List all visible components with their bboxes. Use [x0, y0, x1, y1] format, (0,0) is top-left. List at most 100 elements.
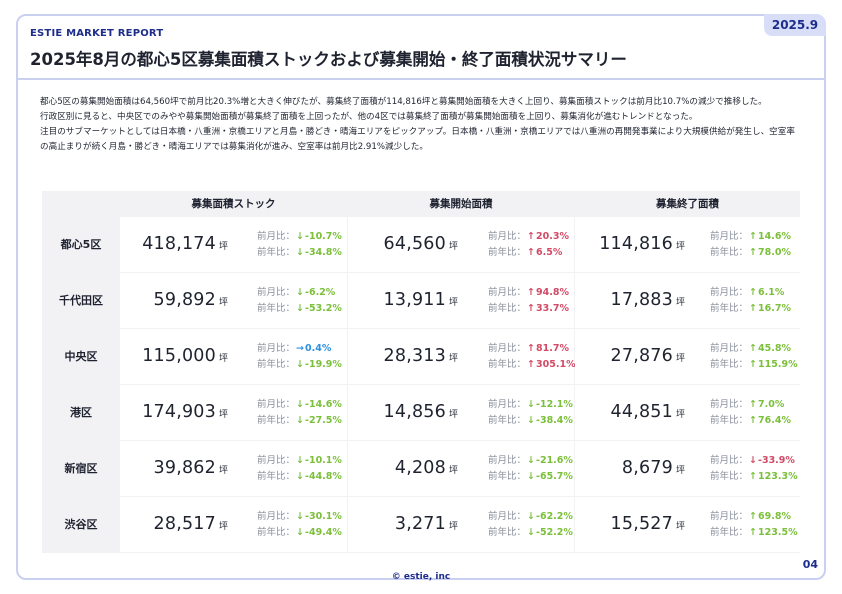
- mom-label: 前月比：: [710, 399, 749, 410]
- arrow-down-icon: ↓: [527, 511, 535, 522]
- table-cell: 17,883 坪前月比：↑6.1% 前年比：↑16.7%: [575, 273, 800, 328]
- arrow-up-icon: ↑: [749, 287, 757, 298]
- mom-percent: -21.6%: [536, 455, 573, 466]
- yoy-percent: 115.9%: [758, 359, 798, 370]
- arrow-down-icon: ↓: [527, 399, 535, 410]
- mom-percent: -62.2%: [536, 511, 573, 522]
- yoy-label: 前年比：: [488, 359, 527, 370]
- change-block: 前月比：↑69.8% 前年比：↑123.5%: [710, 509, 798, 541]
- yoy-label: 前年比：: [257, 471, 296, 482]
- change-block: 前月比：↓-14.6% 前年比：↓-27.5%: [257, 397, 342, 429]
- arrow-right-icon: →: [296, 343, 304, 354]
- yoy-change: 前年比：↓-27.5%: [257, 413, 342, 429]
- mom-change: 前月比：↑6.1%: [710, 285, 791, 301]
- yoy-label: 前年比：: [257, 359, 296, 370]
- yoy-change: 前年比：↑16.7%: [710, 301, 791, 317]
- footer-copyright: © estie, inc: [391, 572, 451, 582]
- arrow-up-icon: ↑: [749, 471, 757, 482]
- arrow-up-icon: ↑: [527, 247, 535, 258]
- arrow-up-icon: ↑: [749, 359, 757, 370]
- area-value: 114,816 坪: [599, 234, 685, 254]
- area-unit: 坪: [675, 354, 685, 364]
- arrow-down-icon: ↓: [527, 455, 535, 466]
- area-number: 114,816: [599, 234, 673, 254]
- arrow-up-icon: ↑: [527, 287, 535, 298]
- area-value: 115,000 坪: [142, 346, 228, 366]
- area-unit: 坪: [218, 298, 228, 308]
- area-number: 174,903: [142, 402, 216, 422]
- table-cell: 64,560 坪前月比：↑20.3% 前年比：↑6.5%: [348, 217, 574, 272]
- arrow-down-icon: ↓: [527, 415, 535, 426]
- area-number: 8,679: [621, 458, 673, 478]
- row-label: 港区: [70, 406, 92, 419]
- area-unit: 坪: [675, 522, 685, 532]
- mom-label: 前月比：: [710, 511, 749, 522]
- arrow-up-icon: ↑: [749, 415, 757, 426]
- arrow-up-icon: ↑: [527, 231, 535, 242]
- yoy-label: 前年比：: [488, 527, 527, 538]
- area-value: 13,911 坪: [384, 290, 458, 310]
- area-value: 4,208 坪: [395, 458, 458, 478]
- mom-label: 前月比：: [257, 343, 296, 354]
- area-value: 28,517 坪: [154, 514, 228, 534]
- arrow-up-icon: ↑: [749, 343, 757, 354]
- yoy-change: 前年比：↑123.3%: [710, 469, 798, 485]
- mom-label: 前月比：: [257, 399, 296, 410]
- yoy-label: 前年比：: [257, 303, 296, 314]
- area-value: 27,876 坪: [611, 346, 685, 366]
- change-block: 前月比：↓-21.6% 前年比：↓-65.7%: [488, 453, 573, 485]
- yoy-label: 前年比：: [488, 247, 527, 258]
- area-number: 418,174: [142, 234, 216, 254]
- table-cell: 3,271 坪 前月比：↓-62.2% 前年比：↓-52.2%: [348, 497, 574, 552]
- table-cell: 28,313 坪 前月比：↑81.7% 前年比：↑305.1%: [348, 329, 576, 384]
- yoy-change: 前年比：↓-38.4%: [488, 413, 573, 429]
- yoy-change: 前年比：↓-34.8%: [257, 245, 342, 261]
- yoy-label: 前年比：: [710, 359, 749, 370]
- change-block: 前月比：↓-6.2% 前年比：↓-53.2%: [257, 285, 342, 317]
- area-number: 44,851: [610, 402, 673, 422]
- title-divider: [18, 78, 824, 80]
- area-value: 15,527 坪: [611, 514, 685, 534]
- mom-label: 前月比：: [257, 455, 296, 466]
- arrow-down-icon: ↓: [296, 287, 304, 298]
- table-row: 港区 174,903 坪前月比：↓-14.6% 前年比：↓-27.5% 14,856 坪前…: [42, 385, 800, 441]
- change-block: 前月比：↑6.1% 前年比：↑16.7%: [710, 285, 791, 317]
- yoy-percent: -52.2%: [536, 527, 573, 538]
- row-label: 千代田区: [59, 294, 103, 307]
- mom-percent: 94.8%: [536, 287, 569, 298]
- table-cell: 15,527 坪 前月比：↑69.8% 前年比：↑123.5%: [575, 497, 800, 552]
- summary-text: 都心5区の募集開始面積は64,560坪で前月比20.3%増と大きく伸びたが、募集…: [40, 95, 802, 155]
- table-cell: 27,876 坪前月比：↑45.8% 前年比：↑115.9%: [575, 329, 800, 384]
- yoy-change: 前年比：↑305.1%: [488, 357, 576, 373]
- mom-label: 前月比：: [257, 287, 296, 298]
- column-header-closed: 募集終了面積: [656, 198, 719, 210]
- arrow-down-icon: ↓: [296, 471, 304, 482]
- mom-label: 前月比：: [710, 343, 749, 354]
- arrow-down-icon: ↓: [296, 511, 304, 522]
- area-number: 28,517: [153, 514, 216, 534]
- yoy-change: 前年比：↓-65.7%: [488, 469, 573, 485]
- change-block: 前月比：↓-10.7% 前年比：↓-34.8%: [257, 229, 342, 261]
- area-unit: 坪: [448, 298, 458, 308]
- yoy-label: 前年比：: [488, 303, 527, 314]
- yoy-label: 前年比：: [710, 471, 749, 482]
- mom-label: 前月比：: [710, 287, 749, 298]
- change-block: 前月比：↑81.7% 前年比：↑305.1%: [488, 341, 576, 373]
- yoy-percent: 305.1%: [536, 359, 576, 370]
- change-block: 前月比：↓-30.1% 前年比：↓-49.4%: [257, 509, 342, 541]
- column-header-stock: 募集面積ストック: [191, 198, 276, 210]
- yoy-change: 前年比：↓-44.8%: [257, 469, 342, 485]
- mom-change: 前月比：↓-62.2%: [488, 509, 573, 525]
- area-value: 3,271 坪: [395, 514, 458, 534]
- area-value: 59,892 坪: [154, 290, 228, 310]
- change-block: 前月比：↓-62.2% 前年比：↓-52.2%: [488, 509, 573, 541]
- area-value: 44,851 坪: [611, 402, 685, 422]
- mom-percent: -14.6%: [305, 399, 342, 410]
- yoy-change: 前年比：↑115.9%: [710, 357, 798, 373]
- table-row: 中央区 115,000 坪前月比：→0.4% 前年比：↓-19.9% 28,313 坪前月…: [42, 329, 800, 385]
- yoy-label: 前年比：: [710, 527, 749, 538]
- area-value: 28,313 坪: [384, 346, 458, 366]
- yoy-percent: -44.8%: [305, 471, 342, 482]
- mom-label: 前月比：: [488, 399, 527, 410]
- mom-change: 前月比：↓-30.1%: [257, 509, 342, 525]
